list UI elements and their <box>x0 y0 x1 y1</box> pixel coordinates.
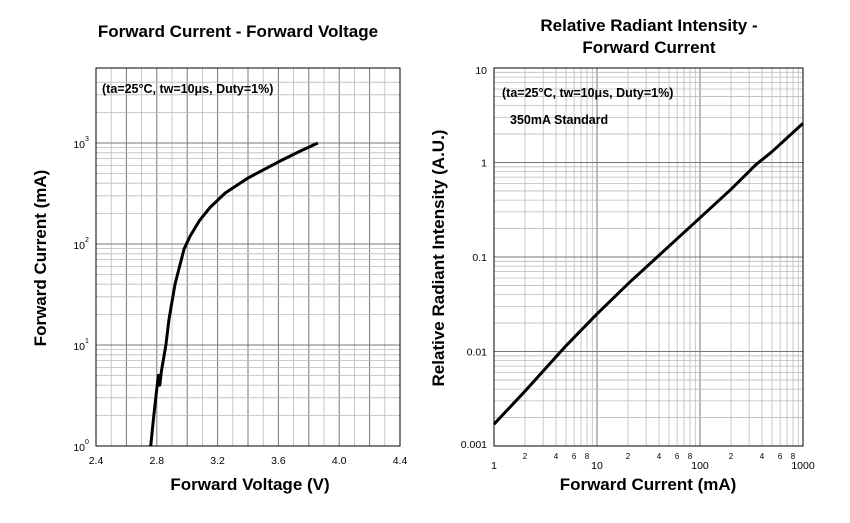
chart1-y-tick-exponent: 2 <box>85 237 89 244</box>
chart2-plot-frame <box>493 67 804 447</box>
chart2-y-tick-label: 0.01 <box>467 347 488 359</box>
chart2-x-axis-label: Forward Current (mA) <box>560 475 737 494</box>
chart2-x-minor-tick-label: 2 <box>626 452 631 461</box>
chart1-x-tick-label: 2.4 <box>89 455 104 467</box>
chart2-x-tick-label: 1000 <box>791 460 815 472</box>
chart1-y-tick-label: 10 <box>73 139 85 151</box>
chart1-x-tick-label: 4.4 <box>393 455 408 467</box>
chart2-x-minor-tick-label: 8 <box>791 452 796 461</box>
chart2-x-minor-tick-label: 8 <box>688 452 693 461</box>
chart1-series-line <box>149 141 319 447</box>
chart1-x-tick-label: 4.0 <box>332 455 347 467</box>
chart1-x-axis-label: Forward Voltage (V) <box>170 475 329 494</box>
chart2-x-minor-tick-label: 8 <box>585 452 590 461</box>
chart2-y-tick-labels: 0.001 0.01 0.1 1 10 <box>461 65 487 451</box>
chart1-y-tick-label: 10 <box>73 442 85 454</box>
chart1-x-tick-labels: 2.4 2.8 3.2 3.6 4.0 4.4 <box>89 455 408 467</box>
chart2-x-tick-label: 1 <box>491 460 497 472</box>
chart2-x-minor-tick-label: 6 <box>778 452 783 461</box>
chart1-y-tick-exponent: 3 <box>85 136 89 143</box>
chart2-x-minor-tick-label: 4 <box>657 452 662 461</box>
chart2-x-minor-tick-label: 4 <box>554 452 559 461</box>
chart1-plot-frame <box>95 67 401 447</box>
chart2-x-tick-label: 10 <box>591 460 603 472</box>
chart2-x-minor-tick-label: 4 <box>760 452 765 461</box>
chart2-x-minor-tick-label: 6 <box>675 452 680 461</box>
chart1-x-tick-label: 3.6 <box>271 455 286 467</box>
chart2-annotation-standard: 350mA Standard <box>510 113 608 127</box>
chart2-series-line <box>492 122 805 426</box>
chart2-title-line2: Forward Current <box>582 38 716 57</box>
chart2-y-tick-label: 0.001 <box>461 439 487 451</box>
chart2-y-tick-label: 0.1 <box>472 252 487 264</box>
chart1-y-tick-exponent: 1 <box>85 338 89 345</box>
chart-relative-intensity-current: Relative Radiant Intensity - Forward Cur… <box>429 16 815 494</box>
chart2-x-tick-label: 100 <box>691 460 709 472</box>
chart2-y-tick-label: 10 <box>475 65 487 77</box>
chart2-title-line1: Relative Radiant Intensity - <box>540 16 757 35</box>
chart1-y-tick-label: 10 <box>73 341 85 353</box>
chart1-y-tick-label: 10 <box>73 240 85 252</box>
chart2-y-axis-label: Relative Radiant Intensity (A.U.) <box>429 130 448 387</box>
chart1-grid <box>96 68 400 446</box>
chart1-annotation-conditions: (ta=25°C, tw=10μs, Duty=1%) <box>102 82 273 96</box>
chart2-x-minor-tick-label: 2 <box>523 452 528 461</box>
chart1-title: Forward Current - Forward Voltage <box>98 22 378 41</box>
chart2-x-minor-tick-label: 2 <box>729 452 734 461</box>
chart1-y-axis-label: Forward Current (mA) <box>31 170 50 347</box>
chart1-y-tick-exponent: 0 <box>85 439 89 446</box>
chart1-x-tick-label: 2.8 <box>149 455 164 467</box>
chart-forward-current-voltage: Forward Current - Forward Voltage 2.4 2.8… <box>31 22 407 494</box>
chart2-y-tick-label: 1 <box>481 158 487 170</box>
chart1-x-tick-label: 3.2 <box>210 455 225 467</box>
chart2-x-minor-tick-label: 6 <box>572 452 577 461</box>
chart2-annotation-conditions: (ta=25°C, tw=10μs, Duty=1%) <box>502 86 673 100</box>
